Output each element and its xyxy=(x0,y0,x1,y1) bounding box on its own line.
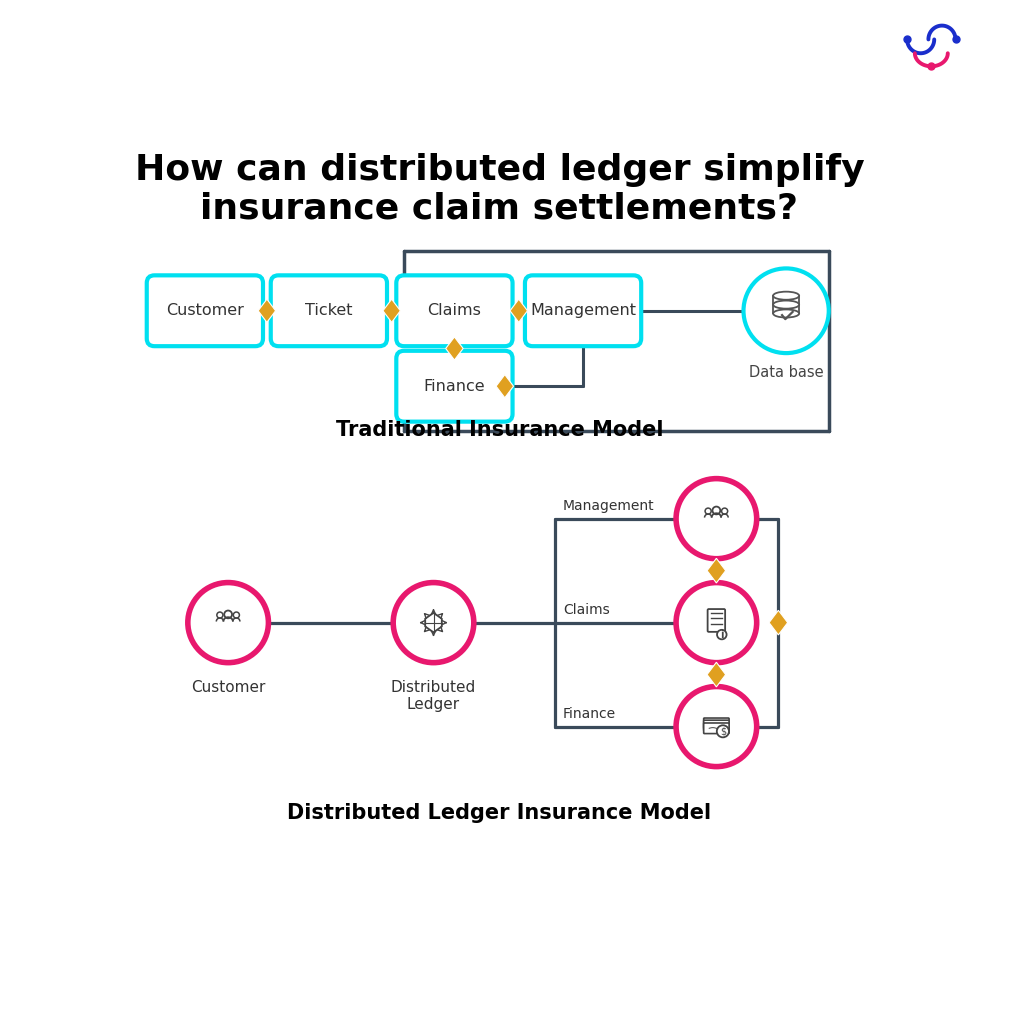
Circle shape xyxy=(705,508,711,514)
Text: Finance: Finance xyxy=(562,708,616,721)
FancyBboxPatch shape xyxy=(707,609,726,632)
Polygon shape xyxy=(707,558,726,583)
Circle shape xyxy=(233,612,239,618)
Polygon shape xyxy=(496,375,514,397)
Text: Ticket: Ticket xyxy=(305,303,353,318)
FancyBboxPatch shape xyxy=(886,6,995,91)
Circle shape xyxy=(744,268,828,353)
Polygon shape xyxy=(511,299,528,323)
Circle shape xyxy=(712,507,720,514)
Circle shape xyxy=(393,583,474,663)
FancyBboxPatch shape xyxy=(525,275,641,346)
FancyBboxPatch shape xyxy=(704,720,729,731)
Circle shape xyxy=(676,686,757,767)
Circle shape xyxy=(676,478,757,559)
Polygon shape xyxy=(383,299,400,323)
Polygon shape xyxy=(769,610,788,635)
Text: Claims: Claims xyxy=(562,603,609,617)
Text: Finance: Finance xyxy=(424,379,485,393)
Text: Traditional Insurance Model: Traditional Insurance Model xyxy=(335,420,663,440)
Text: Distributed Ledger Insurance Model: Distributed Ledger Insurance Model xyxy=(287,803,711,823)
Circle shape xyxy=(721,508,728,514)
Polygon shape xyxy=(425,613,442,632)
Text: i: i xyxy=(720,630,723,640)
FancyBboxPatch shape xyxy=(396,351,513,422)
Circle shape xyxy=(716,725,729,737)
Text: Claims: Claims xyxy=(428,303,481,318)
Ellipse shape xyxy=(773,309,799,317)
Text: How can distributed ledger simplify: How can distributed ledger simplify xyxy=(135,153,864,187)
Text: Management: Management xyxy=(562,500,654,513)
FancyBboxPatch shape xyxy=(396,275,513,346)
Polygon shape xyxy=(445,337,464,360)
FancyBboxPatch shape xyxy=(147,275,263,346)
Text: Data base: Data base xyxy=(749,365,823,380)
Text: insurance claim settlements?: insurance claim settlements? xyxy=(201,191,798,225)
Text: Distributed
Ledger: Distributed Ledger xyxy=(391,680,476,712)
FancyBboxPatch shape xyxy=(271,275,387,346)
FancyBboxPatch shape xyxy=(704,723,729,733)
FancyBboxPatch shape xyxy=(704,718,729,729)
Text: Customer: Customer xyxy=(191,680,265,694)
Ellipse shape xyxy=(773,301,799,308)
Text: $: $ xyxy=(719,726,726,736)
Circle shape xyxy=(717,630,727,639)
Circle shape xyxy=(224,610,232,618)
Polygon shape xyxy=(707,663,726,687)
Ellipse shape xyxy=(773,292,799,300)
Polygon shape xyxy=(258,299,275,323)
Text: Management: Management xyxy=(530,303,636,318)
Circle shape xyxy=(676,583,757,663)
Text: Customer: Customer xyxy=(166,303,244,318)
Circle shape xyxy=(187,583,268,663)
Circle shape xyxy=(217,612,223,618)
